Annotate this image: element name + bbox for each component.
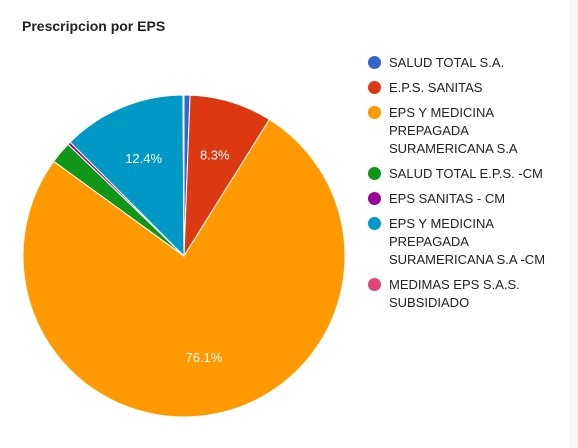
legend-swatch-icon [368,278,381,291]
legend-swatch-icon [368,192,381,205]
side-panel-strip [570,0,578,448]
legend-swatch-icon [368,167,381,180]
chart-legend: SALUD TOTAL S.A. E.P.S. SANITAS EPS Y MEDI… [368,54,568,319]
legend-item[interactable]: E.P.S. SANITAS [368,79,568,97]
slice-label-2: 76.1% [185,350,222,365]
legend-item[interactable]: MEDIMAS EPS S.A.S. SUBSIDIADO [368,276,568,312]
chart-title: Prescripcion por EPS [22,18,166,34]
legend-swatch-icon [368,56,381,69]
legend-label: SALUD TOTAL S.A. [389,55,505,70]
legend-item[interactable]: SALUD TOTAL E.P.S. -CM [368,165,568,183]
slice-label-5: 12.4% [125,151,162,166]
legend-label: E.P.S. SANITAS [389,80,483,95]
legend-swatch-icon [368,217,381,230]
legend-item[interactable]: EPS Y MEDICINA PREPAGADA SURAMERICANA S.… [368,215,568,269]
legend-swatch-icon [368,106,381,119]
legend-swatch-icon [368,81,381,94]
legend-label: EPS Y MEDICINA PREPAGADA SURAMERICANA S.… [389,105,518,156]
pie-slice-2[interactable] [22,118,346,418]
legend-label: EPS SANITAS - CM [389,191,506,206]
legend-label: MEDIMAS EPS S.A.S. SUBSIDIADO [389,277,520,310]
slice-label-1: 8.3% [200,147,230,162]
legend-label: SALUD TOTAL E.P.S. -CM [389,166,543,181]
legend-label: EPS Y MEDICINA PREPAGADA SURAMERICANA S.… [389,216,546,267]
legend-item[interactable]: EPS SANITAS - CM [368,190,568,208]
legend-item[interactable]: SALUD TOTAL S.A. [368,54,568,72]
legend-item[interactable]: EPS Y MEDICINA PREPAGADA SURAMERICANA S.… [368,104,568,158]
pie-slice-5[interactable] [69,94,185,258]
pie-slice-6[interactable] [182,94,185,257]
